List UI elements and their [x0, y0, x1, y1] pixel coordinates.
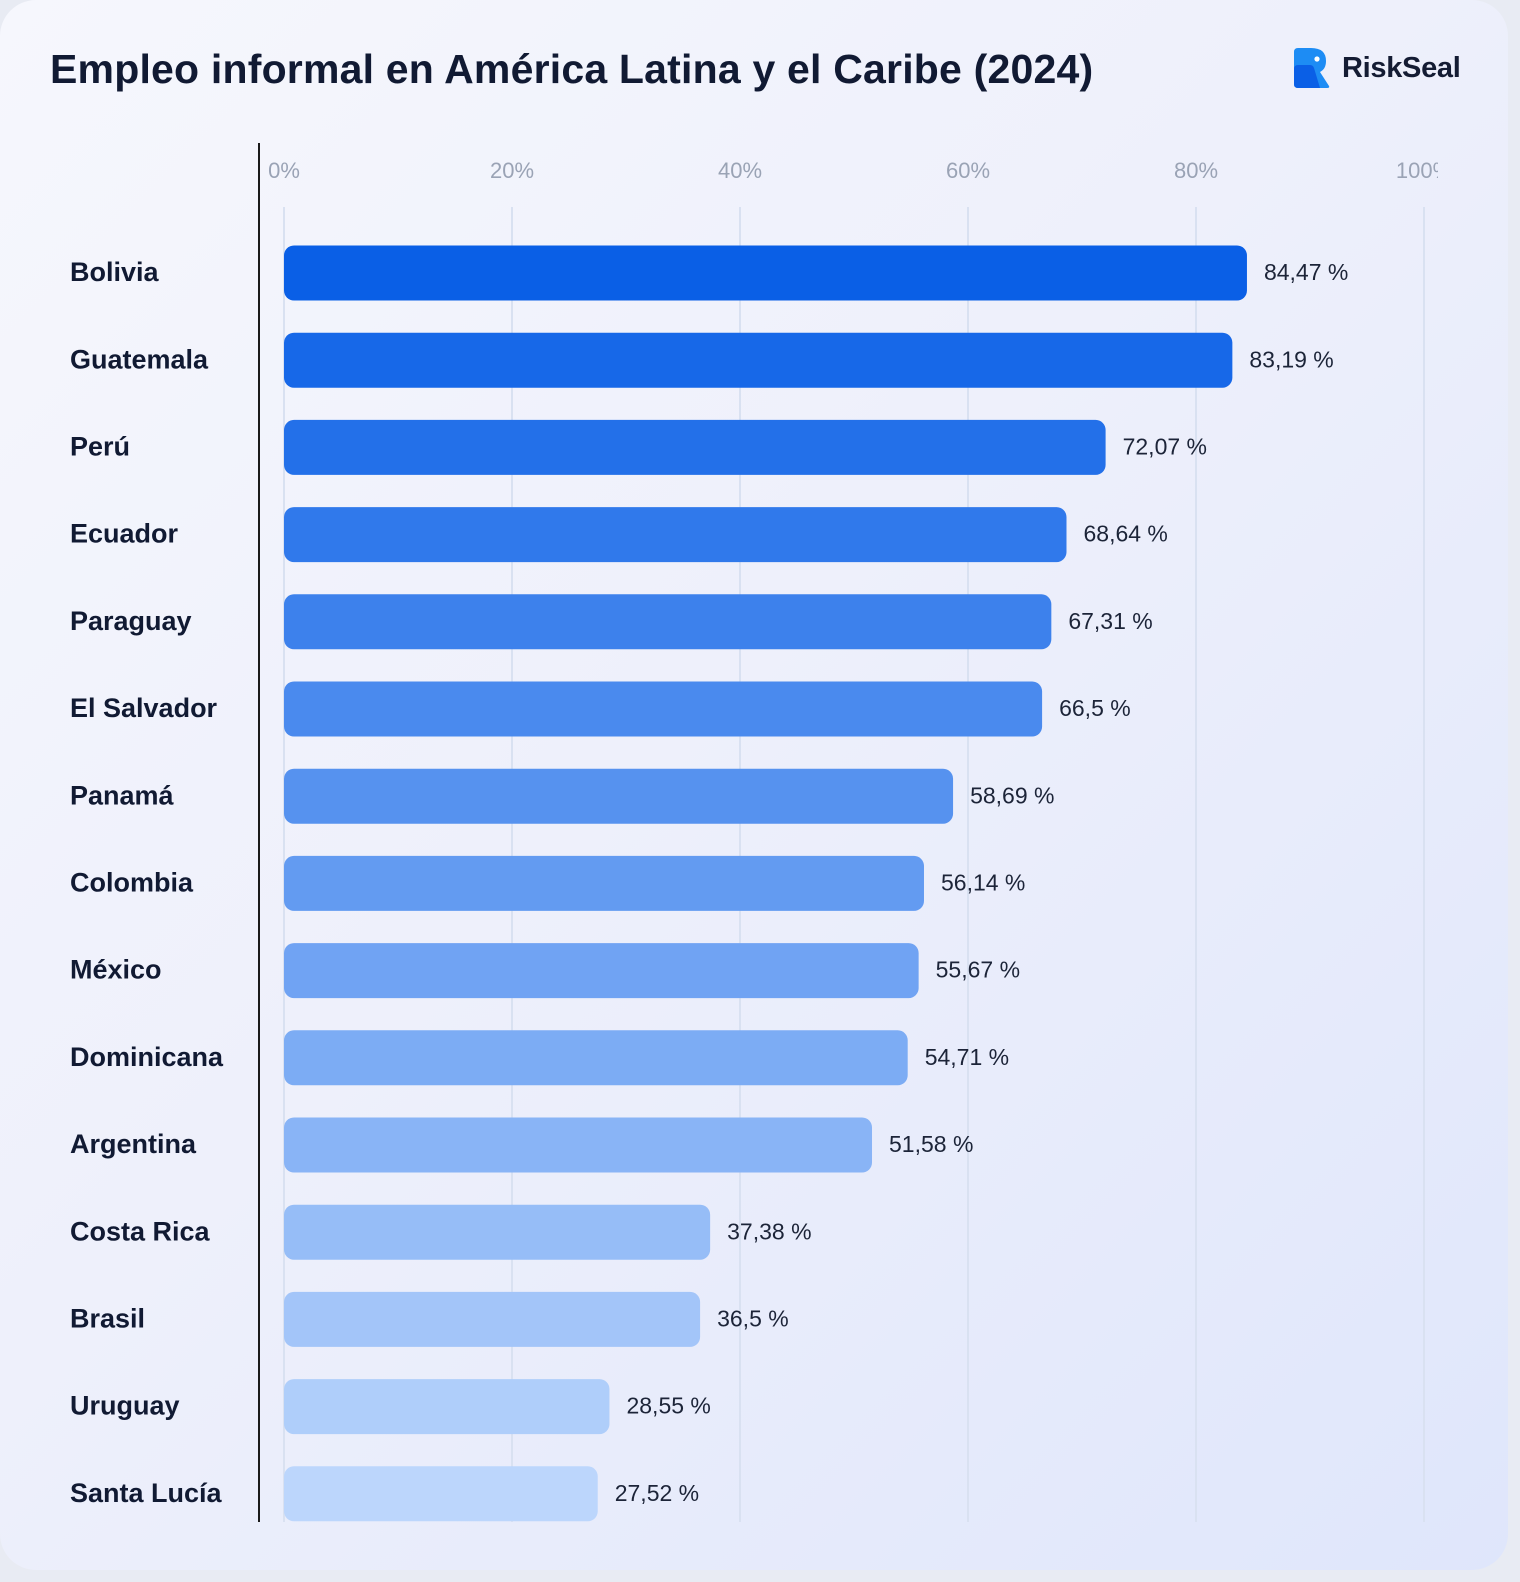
category-label: Bolivia	[70, 257, 160, 287]
category-label: Brasil	[70, 1304, 145, 1334]
bar	[284, 332, 1233, 388]
bar	[284, 768, 954, 824]
value-label: 83,19 %	[1249, 346, 1333, 372]
category-label: Uruguay	[70, 1391, 180, 1421]
x-tick-label: 100%	[1396, 158, 1452, 183]
bar	[284, 1117, 873, 1173]
value-label: 36,5 %	[717, 1305, 789, 1331]
bar	[284, 419, 1106, 475]
value-label: 84,47 %	[1264, 259, 1348, 285]
brand-name: RiskSeal	[1342, 51, 1461, 84]
brand-logo: RiskSeal	[1291, 46, 1461, 90]
bar	[284, 1030, 908, 1086]
value-label: 68,64 %	[1083, 521, 1167, 547]
value-label: 55,67 %	[936, 957, 1020, 983]
bar	[284, 594, 1052, 650]
x-tick-label: 40%	[718, 158, 762, 183]
category-label: México	[70, 955, 162, 985]
category-label: Dominicana	[70, 1042, 224, 1072]
bar	[284, 1466, 598, 1522]
value-label: 66,5 %	[1059, 695, 1131, 721]
bar	[284, 1291, 701, 1347]
category-label: Ecuador	[70, 519, 179, 549]
value-label: 51,58 %	[889, 1131, 973, 1157]
bar	[284, 943, 919, 999]
x-tick-label: 60%	[946, 158, 990, 183]
category-label: El Salvador	[70, 693, 218, 723]
category-label: Paraguay	[70, 606, 192, 636]
value-label: 27,52 %	[615, 1480, 699, 1506]
x-tick-label: 0%	[268, 158, 300, 183]
x-tick-label: 20%	[490, 158, 534, 183]
value-label: 37,38 %	[727, 1218, 811, 1244]
bar	[284, 1204, 711, 1260]
value-label: 67,31 %	[1068, 608, 1152, 634]
category-label: Santa Lucía	[70, 1478, 223, 1508]
category-label: Argentina	[70, 1129, 197, 1159]
category-labels: Bolivia Guatemala Perú Ecuador Paraguay El Sa…	[70, 257, 224, 1508]
value-label: 28,55 %	[626, 1393, 710, 1419]
chart-title: Empleo informal en América Latina y el C…	[50, 46, 1094, 92]
bar	[284, 1379, 610, 1435]
bar	[284, 245, 1247, 301]
x-axis-ticks: 0% 20% 40% 60% 80% 100%	[268, 158, 1452, 183]
bars	[284, 245, 1247, 1522]
value-label: 72,07 %	[1123, 433, 1207, 459]
category-label: Costa Rica	[70, 1216, 211, 1246]
category-label: Panamá	[70, 780, 175, 810]
category-label: Colombia	[70, 868, 194, 898]
category-label: Perú	[70, 432, 130, 462]
category-label: Guatemala	[70, 344, 209, 374]
value-label: 54,71 %	[925, 1044, 1009, 1070]
riskseal-logo-icon	[1294, 48, 1330, 88]
bar	[284, 681, 1043, 737]
x-tick-label: 80%	[1174, 158, 1218, 183]
bar	[284, 507, 1067, 563]
value-label: 58,69 %	[970, 782, 1054, 808]
value-labels: 84,47 % 83,19 % 72,07 % 68,64 % 67,31 % 66,5 …	[615, 259, 1349, 1506]
value-label: 56,14 %	[941, 869, 1025, 895]
bar	[284, 855, 924, 911]
